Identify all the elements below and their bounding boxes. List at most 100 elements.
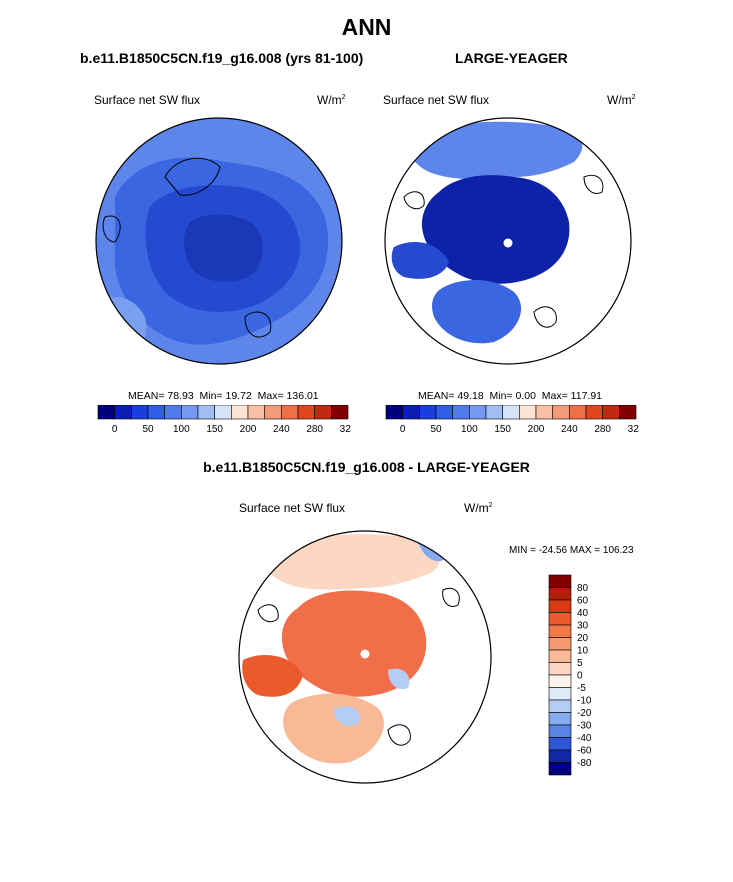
- panel1-colorbar-tick-label: 240: [273, 424, 290, 435]
- panel1-colorbar-swatch: [114, 405, 132, 420]
- panel1-title: b.e11.B1850C5CN.f19_g16.008 (yrs 81-100): [80, 50, 364, 66]
- diff-colorbar-swatch: [548, 687, 572, 701]
- panel2-colorbar-swatch: [485, 405, 503, 420]
- panel1-field: [96, 118, 342, 364]
- panel2-map-border: [384, 117, 632, 365]
- diff-variable-label: Surface net SW flux: [239, 501, 346, 515]
- panel1-colorbar-swatch: [164, 405, 182, 420]
- diff-map-border: [238, 530, 492, 784]
- panel1-mean-label: MEAN=: [128, 390, 165, 402]
- panel2-field: [385, 118, 631, 364]
- panel2-colorbar-swatch: [402, 405, 420, 420]
- diff-colorbar-tick-label: 0: [577, 671, 583, 682]
- panel2-min-value: 0.00: [515, 390, 536, 402]
- diff-colorbar-swatch: [548, 762, 572, 776]
- panel1-colorbar: 0 50 100 150 200 240 280 320: [97, 405, 351, 435]
- panel1-colorbar-tick-label: 320: [340, 424, 351, 435]
- panel1-colorbar-swatch: [231, 405, 249, 420]
- panel1-units-sup: 2: [341, 94, 346, 101]
- panel2-colorbar-tick-label: 0: [400, 424, 406, 435]
- panel2-max-value: 117.91: [570, 390, 603, 402]
- panel2-colorbar-tick-label: 50: [430, 424, 442, 435]
- diff-units: W/m2: [464, 501, 493, 515]
- panel1-colorbar-swatch: [181, 405, 199, 420]
- diff-units-sup: 2: [488, 502, 493, 509]
- panel1-colorbar-tick-label: 280: [306, 424, 323, 435]
- panel1-colorbar-tick-label: 150: [206, 424, 223, 435]
- panel2-field-outer: [409, 121, 583, 180]
- panel1-coastlines: [102, 157, 272, 338]
- panel2-colorbar-tick-label: 200: [528, 424, 545, 435]
- panel2-colorbar-swatch: [569, 405, 587, 420]
- panel1-colorbar-tick-label: 50: [142, 424, 154, 435]
- diff-colorbar-swatch: [548, 699, 572, 713]
- diff-field-south: [283, 693, 384, 764]
- panel1-colorbar-swatch: [331, 405, 349, 420]
- panel2-colorbar-swatch: [502, 405, 520, 420]
- panel1-colorbar-swatch: [131, 405, 149, 420]
- panel2-mean-label: MEAN=: [418, 390, 455, 402]
- panel2-colorbar-swatch: [602, 405, 620, 420]
- diff-colorbar-tick-label: 10: [577, 646, 589, 657]
- panel2-colorbar-swatch: [535, 405, 553, 420]
- panel2-units-base: W/m: [607, 93, 632, 107]
- panel1-colorbar-swatch: [97, 405, 115, 420]
- panel1-colorbar-tick-label: 0: [112, 424, 118, 435]
- diff-colorbar-swatch: [548, 749, 572, 763]
- panel1-colorbar-swatch: [314, 405, 332, 420]
- diff-colorbar-swatch: [548, 724, 572, 738]
- panel2-colorbar-swatch: [419, 405, 437, 420]
- panel2-colorbar: 0 50 100 150 200 240 280 320: [385, 405, 639, 435]
- panel2-min-label: Min=: [489, 390, 513, 402]
- diff-colorbar-tick-label: 5: [577, 658, 583, 669]
- diff-field-south-negative: [333, 706, 361, 726]
- diff-colorbar-tick-label: -60: [577, 746, 592, 757]
- panel1-colorbar-swatch: [281, 405, 299, 420]
- panel2-colorbar-swatch: [585, 405, 603, 420]
- diff-colorbar-swatch: [548, 674, 572, 688]
- diff-colorbar-tick-label: -30: [577, 721, 592, 732]
- panel1-mean-value: 78.93: [167, 390, 194, 402]
- diff-colorbar-tick-label: -80: [577, 758, 592, 769]
- diff-colorbar-swatch: [548, 587, 572, 601]
- panel2-colorbar-swatch: [552, 405, 570, 420]
- panel2-mean-value: 49.18: [457, 390, 484, 402]
- diff-colorbar-tick-label: 80: [577, 583, 589, 594]
- diff-colorbar-tick-label: -20: [577, 708, 592, 719]
- diff-title: b.e11.B1850C5CN.f19_g16.008 - LARGE-YEAG…: [203, 459, 530, 475]
- panel1-stats: MEAN= 78.93 Min= 19.72 Max= 136.01: [128, 390, 319, 402]
- diff-colorbar-swatch: [548, 574, 572, 588]
- panel1-map-border: [95, 117, 343, 365]
- panel1-colorbar-swatch: [147, 405, 165, 420]
- panel1-units-base: W/m: [317, 93, 342, 107]
- diff-polar-map: [238, 530, 492, 784]
- panel2-colorbar-tick-label: 320: [628, 424, 639, 435]
- diff-colorbar-tick-label: 30: [577, 621, 589, 632]
- panel2-colorbar-swatch: [452, 405, 470, 420]
- diff-colorbar-swatch: [548, 624, 572, 638]
- panel1-colorbar-swatch: [264, 405, 282, 420]
- panel2-max-label: Max=: [541, 390, 568, 402]
- panel2-colorbar-swatch: [435, 405, 453, 420]
- panel2-colorbar-swatch: [619, 405, 637, 420]
- panel1-min-label: Min=: [199, 390, 223, 402]
- panel2-units: W/m2: [607, 93, 636, 107]
- panel1-colorbar-tick-label: 200: [240, 424, 257, 435]
- panel1-colorbar-swatch: [297, 405, 315, 420]
- panel1-colorbar-tick-label: 100: [173, 424, 190, 435]
- diff-field-west: [242, 655, 303, 697]
- panel1-units: W/m2: [317, 93, 346, 107]
- panel2-units-sup: 2: [631, 94, 636, 101]
- panel1-variable-label: Surface net SW flux: [94, 93, 201, 107]
- panel2-field-inner: [391, 242, 449, 279]
- diff-coastlines: [257, 587, 460, 746]
- diff-colorbar-swatch: [548, 599, 572, 613]
- panel2-colorbar-swatch: [519, 405, 537, 420]
- diff-colorbar-tick-label: 20: [577, 633, 589, 644]
- panel2-colorbar-tick-label: 150: [494, 424, 511, 435]
- diff-colorbar-tick-label: -40: [577, 733, 592, 744]
- panel2-colorbar-tick-label: 100: [461, 424, 478, 435]
- panel2-variable-label: Surface net SW flux: [383, 93, 490, 107]
- panel2-colorbar-tick-label: 240: [561, 424, 578, 435]
